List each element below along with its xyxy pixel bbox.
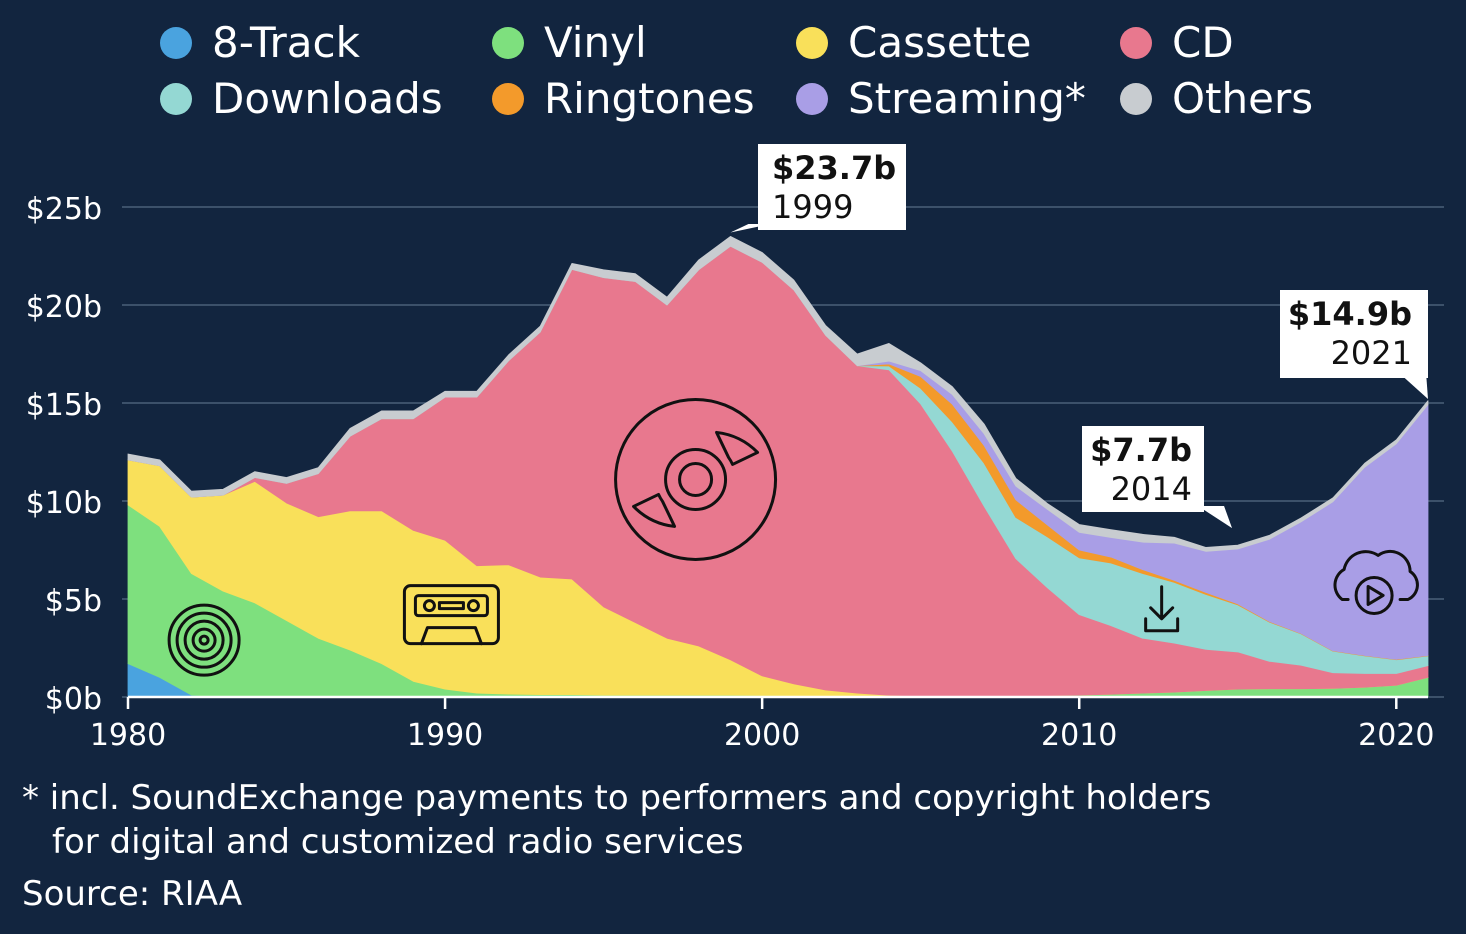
legend-swatch: [796, 82, 828, 115]
callout-year: 1999: [772, 188, 853, 226]
callout-box: [758, 144, 906, 230]
legend-label: Others: [1172, 74, 1314, 123]
y-tick-label: $15b: [26, 388, 102, 423]
legend-swatch: [160, 26, 192, 59]
cassette-tape-icon: [402, 584, 500, 646]
callout-box: [1280, 290, 1428, 378]
cloud-streaming-icon: [1333, 550, 1419, 615]
callout-pointer: [1198, 506, 1233, 529]
legend-item-cassette: Cassette: [796, 18, 1031, 67]
x-tick-label: 2000: [724, 718, 800, 753]
legend-item-8-track: 8-Track: [160, 18, 360, 67]
legend-swatch: [492, 26, 524, 59]
x-tick-label: 2020: [1358, 718, 1434, 753]
callout-year: 2014: [1111, 470, 1192, 508]
callout-value: $14.9b: [1288, 295, 1412, 333]
legend-item-others: Others: [1120, 74, 1313, 123]
y-tick-label: $20b: [26, 290, 102, 325]
callout-pointer: [1398, 372, 1428, 399]
legend-item-ringtones: Ringtones: [492, 74, 755, 123]
x-axis: 1980 1990 2000 2010 2020: [90, 695, 1434, 753]
legend-swatch: [1120, 82, 1152, 115]
legend: 8-Track Vinyl Cassette CD Downloads Ringtones…: [160, 18, 1360, 130]
legend-swatch: [492, 82, 524, 115]
source-note: Source: RIAA: [22, 874, 243, 914]
area-others: [127, 236, 1429, 552]
x-tick-label: 1980: [90, 718, 166, 753]
y-axis: $0b $5b $10b $15b $20b $25b: [26, 192, 102, 717]
download-icon: [1144, 585, 1180, 633]
y-tick-label: $5b: [45, 584, 102, 619]
legend-label: Downloads: [212, 74, 443, 123]
callout-value: $23.7b: [772, 149, 896, 187]
x-tick-label: 1990: [407, 718, 483, 753]
legend-swatch: [160, 82, 192, 115]
x-tick-label: 2010: [1041, 718, 1117, 753]
legend-label: Ringtones: [544, 74, 755, 123]
legend-item-cd: CD: [1120, 18, 1234, 67]
legend-label: Vinyl: [544, 18, 647, 67]
y-tick-label: $10b: [26, 486, 102, 521]
legend-label: 8-Track: [212, 18, 360, 67]
callout-box: [1082, 426, 1204, 512]
legend-label: Cassette: [848, 18, 1032, 67]
legend-label: Streaming*: [848, 74, 1086, 123]
area-series: [127, 236, 1429, 698]
chart-icons: [167, 397, 1419, 677]
callout-year: 2021: [1331, 334, 1412, 372]
footnote-line-1: * incl. SoundExchange payments to perfor…: [22, 778, 1212, 818]
vinyl-record-icon: [167, 603, 241, 677]
compact-disc-icon: [614, 397, 778, 561]
footnote-line-2: for digital and customized radio service…: [52, 822, 744, 862]
callout-value: $7.7b: [1090, 431, 1192, 469]
legend-label: CD: [1172, 18, 1234, 67]
legend-swatch: [796, 26, 828, 59]
y-tick-label: $25b: [26, 192, 102, 227]
legend-item-downloads: Downloads: [160, 74, 443, 123]
legend-swatch: [1120, 26, 1152, 59]
legend-item-streaming: Streaming*: [796, 74, 1086, 123]
legend-item-vinyl: Vinyl: [492, 18, 647, 67]
y-tick-label: $0b: [45, 682, 102, 717]
